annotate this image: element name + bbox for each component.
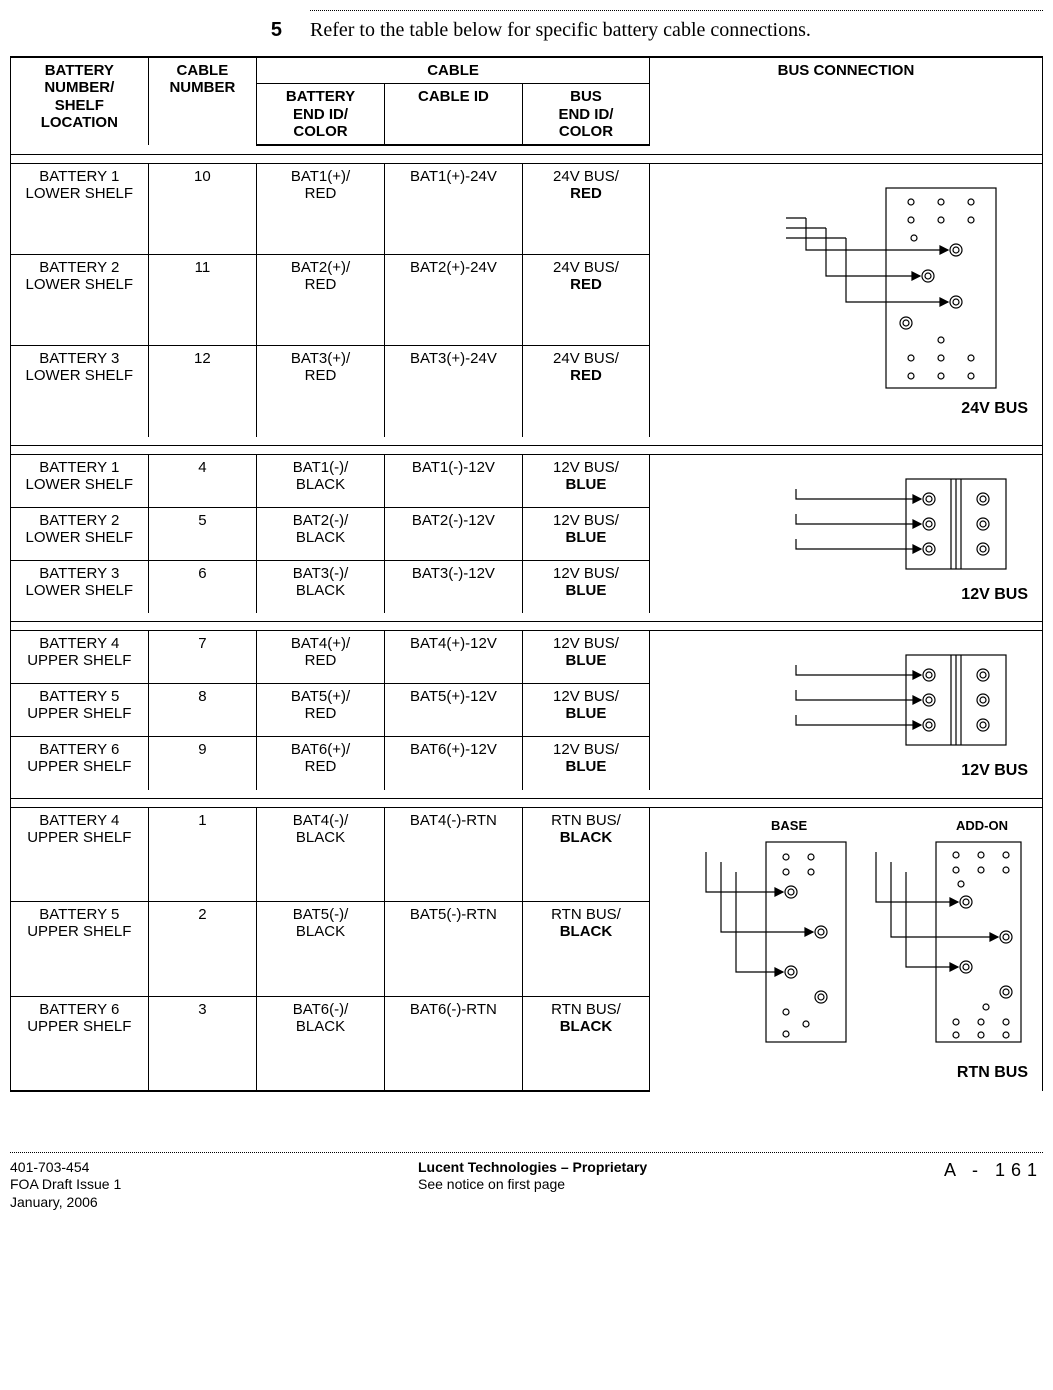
cell-location: BATTERY 3LOWER SHELF — [11, 346, 149, 437]
dotted-rule-bottom — [10, 1152, 1043, 1153]
header-battery-loc: BATTERYNUMBER/SHELFLOCATION — [11, 57, 149, 145]
cell-cable-id: BAT3(-)-12V — [384, 560, 522, 613]
cell-bus-end: 24V BUS/RED — [522, 255, 649, 346]
cell-cable-id: BAT4(-)-RTN — [384, 807, 522, 902]
cell-bus-end: 12V BUS/BLUE — [522, 684, 649, 737]
cell-battery-end: BAT1(+)/RED — [257, 164, 385, 255]
cell-cable-id: BAT1(-)-12V — [384, 454, 522, 507]
table-row: BATTERY 1LOWER SHELF 10 BAT1(+)/RED BAT1… — [11, 164, 1043, 255]
cell-location: BATTERY 1LOWER SHELF — [11, 454, 149, 507]
cell-bus-end: 12V BUS/BLUE — [522, 560, 649, 613]
cell-location: BATTERY 5UPPER SHELF — [11, 902, 149, 997]
footer-proprietary: Lucent Technologies – Proprietary — [418, 1159, 647, 1177]
cell-location: BATTERY 4UPPER SHELF — [11, 631, 149, 684]
dotted-rule-top — [310, 10, 1043, 11]
cell-bus-end: RTN BUS/BLACK — [522, 807, 649, 902]
cell-cable-num: 8 — [148, 684, 257, 737]
cell-battery-end: BAT2(+)/RED — [257, 255, 385, 346]
header-bus-end: BUSEND ID/COLOR — [522, 84, 649, 145]
step-row: 5 Refer to the table below for specific … — [10, 19, 1043, 42]
cell-location: BATTERY 2LOWER SHELF — [11, 255, 149, 346]
step-text: Refer to the table below for specific ba… — [310, 19, 811, 42]
bus-diagram-cell: BASE ADD-ON RTN BUS — [649, 807, 1042, 1091]
cell-location: BATTERY 3LOWER SHELF — [11, 560, 149, 613]
page-footer: 401-703-454 FOA Draft Issue 1 January, 2… — [10, 1159, 1043, 1226]
cell-bus-end: 24V BUS/RED — [522, 346, 649, 437]
cell-bus-end: 24V BUS/RED — [522, 164, 649, 255]
header-bus-connection: BUS CONNECTION — [649, 57, 1042, 145]
cell-bus-end: RTN BUS/BLACK — [522, 902, 649, 997]
cell-battery-end: BAT5(+)/RED — [257, 684, 385, 737]
header-battery-end: BATTERYEND ID/COLOR — [257, 84, 385, 145]
cell-cable-num: 1 — [148, 807, 257, 902]
cell-cable-num: 3 — [148, 996, 257, 1091]
svg-text:24V BUS: 24V BUS — [961, 400, 1028, 417]
header-cable-number: CABLENUMBER — [148, 57, 257, 145]
cell-location: BATTERY 5UPPER SHELF — [11, 684, 149, 737]
step-number: 5 — [10, 19, 310, 42]
footer-date: January, 2006 — [10, 1194, 121, 1212]
cell-bus-end: RTN BUS/BLACK — [522, 996, 649, 1091]
svg-text:12V BUS: 12V BUS — [961, 762, 1028, 779]
cell-location: BATTERY 1LOWER SHELF — [11, 164, 149, 255]
cell-cable-num: 5 — [148, 507, 257, 560]
cable-table: BATTERYNUMBER/SHELFLOCATION CABLENUMBER … — [10, 56, 1043, 1092]
footer-docnum: 401-703-454 — [10, 1159, 121, 1177]
footer-issue: FOA Draft Issue 1 — [10, 1176, 121, 1194]
cell-cable-num: 4 — [148, 454, 257, 507]
cell-cable-id: BAT4(+)-12V — [384, 631, 522, 684]
cell-cable-num: 10 — [148, 164, 257, 255]
cell-battery-end: BAT5(-)/BLACK — [257, 902, 385, 997]
cell-cable-id: BAT6(-)-RTN — [384, 996, 522, 1091]
cell-bus-end: 12V BUS/BLUE — [522, 454, 649, 507]
cell-cable-num: 7 — [148, 631, 257, 684]
cell-battery-end: BAT2(-)/BLACK — [257, 507, 385, 560]
cell-cable-num: 9 — [148, 737, 257, 790]
footer-notice: See notice on first page — [418, 1176, 647, 1194]
cell-bus-end: 12V BUS/BLUE — [522, 737, 649, 790]
bus-diagram-cell: 12V BUS — [649, 454, 1042, 613]
table-row: BATTERY 4UPPER SHELF 7 BAT4(+)/RED BAT4(… — [11, 631, 1043, 684]
cell-cable-id: BAT3(+)-24V — [384, 346, 522, 437]
table-row: BATTERY 1LOWER SHELF 4 BAT1(-)/BLACK BAT… — [11, 454, 1043, 507]
cell-battery-end: BAT4(-)/BLACK — [257, 807, 385, 902]
bus-diagram-cell: 24V BUS — [649, 164, 1042, 437]
cell-cable-num: 2 — [148, 902, 257, 997]
header-cable: CABLE — [257, 57, 650, 84]
cell-battery-end: BAT4(+)/RED — [257, 631, 385, 684]
header-cable-id: CABLE ID — [384, 84, 522, 145]
cell-cable-num: 12 — [148, 346, 257, 437]
cell-battery-end: BAT1(-)/BLACK — [257, 454, 385, 507]
cell-location: BATTERY 6UPPER SHELF — [11, 737, 149, 790]
cell-cable-id: BAT2(-)-12V — [384, 507, 522, 560]
cell-location: BATTERY 6UPPER SHELF — [11, 996, 149, 1091]
cell-bus-end: 12V BUS/BLUE — [522, 507, 649, 560]
cell-location: BATTERY 4UPPER SHELF — [11, 807, 149, 902]
svg-text:ADD-ON: ADD-ON — [956, 818, 1008, 833]
cell-cable-id: BAT5(+)-12V — [384, 684, 522, 737]
cell-battery-end: BAT3(-)/BLACK — [257, 560, 385, 613]
cell-bus-end: 12V BUS/BLUE — [522, 631, 649, 684]
cell-cable-num: 6 — [148, 560, 257, 613]
table-row: BATTERY 4UPPER SHELF 1 BAT4(-)/BLACK BAT… — [11, 807, 1043, 902]
bus-diagram-cell: 12V BUS — [649, 631, 1042, 790]
cell-battery-end: BAT6(+)/RED — [257, 737, 385, 790]
svg-text:12V BUS: 12V BUS — [961, 586, 1028, 603]
cell-cable-num: 11 — [148, 255, 257, 346]
cell-battery-end: BAT3(+)/RED — [257, 346, 385, 437]
cell-battery-end: BAT6(-)/BLACK — [257, 996, 385, 1091]
footer-page: A - 161 — [944, 1159, 1043, 1212]
cell-location: BATTERY 2LOWER SHELF — [11, 507, 149, 560]
svg-text:BASE: BASE — [771, 818, 807, 833]
cell-cable-id: BAT2(+)-24V — [384, 255, 522, 346]
cell-cable-id: BAT5(-)-RTN — [384, 902, 522, 997]
cell-cable-id: BAT1(+)-24V — [384, 164, 522, 255]
cell-cable-id: BAT6(+)-12V — [384, 737, 522, 790]
svg-text:RTN BUS: RTN BUS — [957, 1064, 1028, 1081]
